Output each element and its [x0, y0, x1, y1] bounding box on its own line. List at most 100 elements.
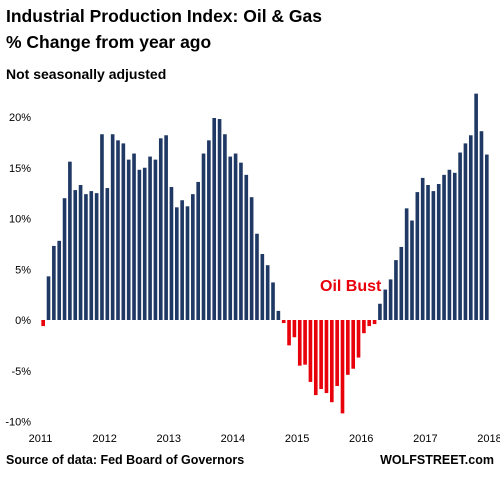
- bar: [185, 206, 190, 320]
- bar: [356, 320, 361, 358]
- bar: [404, 208, 409, 320]
- bar: [228, 156, 233, 320]
- x-tick-label: 2016: [349, 433, 373, 445]
- bar: [335, 320, 339, 386]
- y-tick-label: -10%: [5, 417, 31, 429]
- bar: [169, 187, 174, 320]
- bar: [52, 245, 56, 320]
- bar: [308, 320, 313, 382]
- bar: [62, 198, 67, 320]
- bar: [110, 134, 115, 320]
- x-tick-label: 2014: [221, 433, 245, 445]
- bar: [362, 320, 366, 334]
- oil-bust-annotation: Oil Bust: [320, 278, 382, 295]
- bar: [340, 320, 345, 414]
- bar: [260, 254, 265, 320]
- bar: [105, 188, 110, 320]
- bar: [164, 135, 168, 320]
- bar: [255, 233, 259, 320]
- bar: [180, 200, 184, 320]
- bar: [89, 191, 94, 320]
- bar: [41, 320, 45, 327]
- bar: [372, 320, 377, 325]
- bar: [68, 161, 72, 320]
- bar: [271, 282, 275, 320]
- bar: [383, 289, 388, 320]
- x-tick-label: 2018: [477, 433, 500, 445]
- bar: [426, 185, 430, 320]
- y-tick-label: -5%: [11, 366, 31, 378]
- bar: [394, 260, 398, 320]
- bar: [324, 320, 329, 394]
- bar: [388, 279, 393, 320]
- y-tick-label: 10%: [9, 214, 31, 226]
- bar: [244, 174, 249, 320]
- bar: [415, 192, 420, 320]
- bar: [468, 135, 473, 320]
- bar: [233, 153, 238, 320]
- bar: [452, 172, 457, 320]
- bar: [239, 162, 243, 320]
- bar: [276, 310, 281, 320]
- x-tick-label: 2013: [157, 433, 181, 445]
- x-tick-label: 2015: [285, 433, 309, 445]
- bar: [313, 320, 318, 396]
- bar: [297, 320, 302, 366]
- bar: [94, 193, 99, 321]
- y-tick-label: 20%: [9, 112, 31, 124]
- bar: [126, 159, 131, 320]
- bar: [116, 140, 120, 320]
- bar: [346, 320, 350, 375]
- bar: [121, 143, 126, 320]
- bar: [249, 197, 254, 320]
- bar: [46, 276, 51, 320]
- bar: [223, 134, 227, 320]
- bar: [148, 156, 152, 320]
- bar: [303, 320, 307, 365]
- bar: [132, 153, 136, 320]
- bar: [436, 183, 441, 320]
- x-tick-label: 2017: [413, 433, 437, 445]
- bar: [410, 220, 414, 320]
- bar: [153, 159, 158, 320]
- bar: [191, 194, 195, 320]
- bar: [474, 93, 478, 321]
- y-tick-label: 0%: [15, 315, 31, 327]
- bar: [201, 153, 206, 320]
- chart-subtitle: % Change from year ago: [6, 32, 212, 52]
- bar: [367, 320, 372, 327]
- bar: [281, 320, 286, 324]
- y-tick-label: 5%: [15, 264, 31, 276]
- x-tick-label: 2011: [29, 433, 53, 445]
- bars-group: [41, 93, 489, 414]
- bar: [265, 265, 270, 320]
- bar: [100, 134, 104, 320]
- bar: [458, 152, 462, 320]
- bar: [319, 320, 323, 390]
- bar: [479, 131, 484, 320]
- bar: [158, 138, 163, 320]
- bar: [485, 154, 489, 320]
- bar: [463, 143, 468, 320]
- bar: [330, 320, 334, 403]
- bar: [212, 118, 217, 321]
- y-tick-label: 15%: [9, 163, 31, 175]
- bar: [378, 303, 382, 320]
- bar: [73, 190, 78, 320]
- bar: [217, 119, 222, 320]
- bar: [351, 320, 356, 369]
- bar: [442, 174, 446, 320]
- bar: [174, 207, 179, 320]
- bar: [142, 167, 147, 320]
- bar: [84, 194, 88, 320]
- bar: [57, 240, 62, 320]
- bar: [431, 191, 436, 320]
- bar: [137, 169, 142, 320]
- y-axis: 20% 15% 10% 5% 0% -5% -10%: [5, 112, 31, 429]
- bar: [292, 320, 297, 338]
- x-tick-label: 2012: [92, 433, 116, 445]
- chart-title: Industrial Production Index: Oil & Gas: [6, 6, 323, 26]
- chart-note: Not seasonally adjusted: [6, 66, 167, 82]
- bar: [420, 177, 425, 320]
